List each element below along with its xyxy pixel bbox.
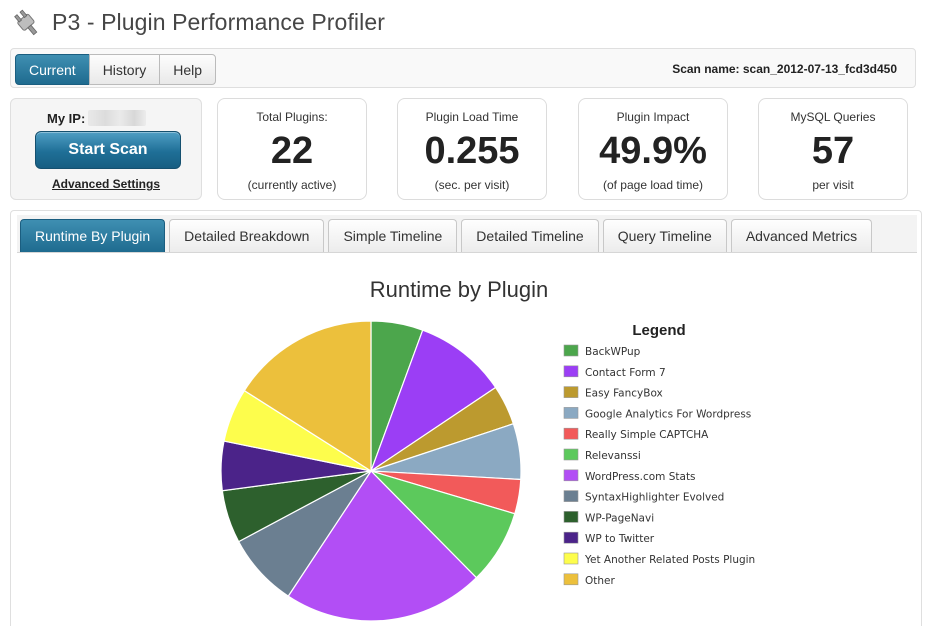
metric-value: 0.255 [424,130,520,172]
pie-slices [220,320,522,622]
metric-sub: (of page load time) [602,178,704,192]
metric-plugin-load-time: Plugin Load Time 0.255 (sec. per visit) [397,98,547,200]
start-scan-button[interactable]: Start Scan [35,131,181,169]
plug-icon [14,9,38,36]
legend-swatch [563,407,579,419]
metric-label: Plugin Load Time [425,110,519,124]
legend-swatch [563,573,579,586]
tab-simple-timeline[interactable]: Simple Timeline [328,219,458,252]
legend-swatch [563,469,579,482]
pie-slice[interactable] [369,329,497,473]
legend-swatch [563,552,579,565]
legend-label: Really Simple CAPTCHA [585,429,709,441]
metric-sub: per visit [812,178,854,192]
legend-swatch [563,344,579,357]
legend-label: WP-PageNavi [585,512,654,524]
legend-swatch [563,531,579,544]
legend-label: Contact Form 7 [585,367,666,379]
legend-label: WordPress.com Stats [585,471,696,483]
legend-label: WP to Twitter [585,533,655,545]
tab-help[interactable]: Help [159,54,217,85]
page-title: P3 - Plugin Performance Profiler [52,8,386,35]
view-tabs: Current History Help [15,54,217,85]
tab-detailed-breakdown[interactable]: Detailed Breakdown [169,219,325,252]
tab-query-timeline[interactable]: Query Timeline [602,219,727,252]
legend-swatch [563,386,579,398]
metric-mysql-queries: MySQL Queries 57 per visit [758,98,908,200]
pie-slice[interactable] [287,470,478,622]
metric-label: Plugin Impact [616,110,690,124]
legend-title: Legend [632,322,685,339]
legend-label: Other [585,575,615,587]
metric-value: 57 [811,130,855,172]
metric-sub: (currently active) [247,178,337,192]
legend-label: BackWPup [585,346,641,358]
metric-label: MySQL Queries [790,110,876,124]
legend-label: Relevanssi [585,450,641,462]
metric-sub: (sec. per visit) [434,178,510,192]
legend-swatch [563,511,579,523]
legend: BackWPup Contact Form 7 Easy FancyBox Googl… [563,344,755,587]
metric-total-plugins: Total Plugins: 22 (currently active) [217,98,367,200]
advanced-settings-link[interactable]: Advanced Settings [51,177,161,191]
legend-swatch [563,490,579,502]
legend-label: SyntaxHighlighter Evolved [585,492,724,504]
tab-advanced-metrics[interactable]: Advanced Metrics [730,219,873,252]
metric-label: Total Plugins: [256,110,328,124]
ip-value-redacted [88,110,147,126]
tab-detailed-timeline[interactable]: Detailed Timeline [461,219,599,252]
legend-swatch [563,365,579,378]
ip-row: My IP: [47,110,147,126]
scan-box: My IP: Start Scan Advanced Settings [10,98,202,200]
chart-panel: Runtime By Plugin Detailed Breakdown Sim… [10,210,922,626]
metric-plugin-impact: Plugin Impact 49.9% (of page load time) [578,98,728,200]
pie-slice[interactable] [243,320,372,473]
legend-swatch [563,427,579,440]
metric-value: 49.9% [599,130,707,172]
tab-runtime-by-plugin[interactable]: Runtime By Plugin [20,219,166,252]
legend-label: Google Analytics For Wordpress [585,408,751,420]
legend-label: Yet Another Related Posts Plugin [584,554,755,566]
pie-chart: Runtime by Plugin Legend BackWPup Contact… [220,277,755,622]
tab-history[interactable]: History [88,54,161,85]
scan-name: Scan name: scan_2012-07-13_fcd3d450 [672,62,897,76]
page-header: P3 - Plugin Performance Profiler [10,4,385,40]
chart-tabs: Runtime By Plugin Detailed Breakdown Sim… [20,219,876,252]
legend-swatch [563,448,579,461]
metric-value: 22 [270,130,314,172]
ip-label: My IP: [47,110,86,126]
tab-current[interactable]: Current [15,54,90,85]
legend-label: Easy FancyBox [585,388,663,400]
top-bar: Current History Help Scan name: scan_201… [10,48,916,88]
chart-title: Runtime by Plugin [370,277,549,302]
